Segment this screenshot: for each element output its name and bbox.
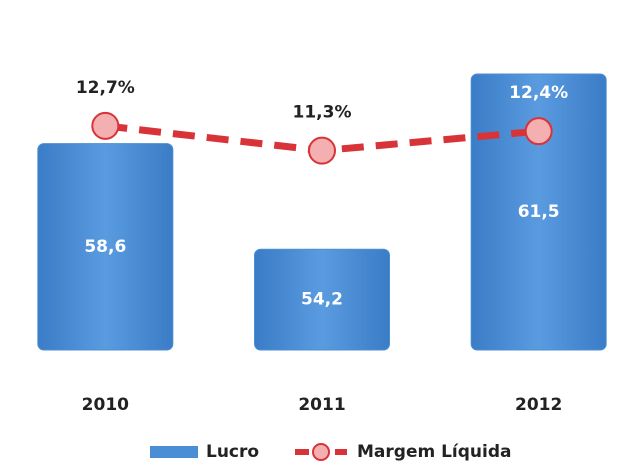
bar [254, 248, 390, 351]
line-value-label: 12,4% [509, 83, 568, 103]
bar [37, 143, 174, 351]
x-tick-label: 2010 [82, 395, 129, 415]
bar-value-label: 58,6 [84, 237, 126, 257]
bar-value-label: 61,5 [518, 202, 560, 222]
bar-value-label: 54,2 [301, 290, 343, 310]
legend-label: Margem Líquida [357, 442, 512, 462]
line-marker [524, 117, 553, 146]
line-marker [308, 136, 336, 165]
line-value-label: 11,3% [293, 103, 352, 123]
line-marker [91, 111, 120, 140]
bar [470, 73, 607, 351]
legend-marker [312, 443, 330, 461]
legend-label: Lucro [206, 442, 259, 462]
line-value-label: 12,7% [76, 78, 135, 98]
x-tick-label: 2012 [515, 395, 562, 415]
legend-swatch [150, 446, 198, 458]
x-tick-label: 2011 [298, 395, 345, 415]
